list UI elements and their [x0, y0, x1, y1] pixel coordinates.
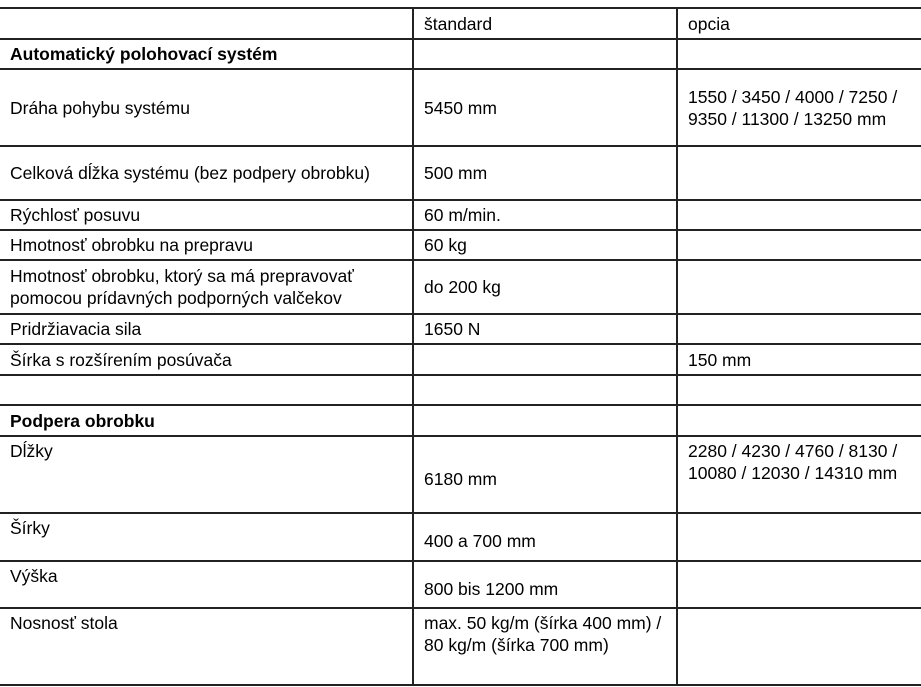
section-header-row: Podpera obrobku [0, 404, 921, 437]
option-value: 2280 / 4230 / 4760 / 8130 / 10080 / 1203… [677, 435, 921, 514]
spec-table: štandard opcia Automatický polohovací sy… [0, 7, 921, 686]
standard-value: 60 m/min. [413, 199, 678, 231]
standard-value [413, 38, 678, 70]
standard-value: 400 a 700 mm [413, 512, 678, 562]
option-value [677, 313, 921, 345]
table-row: Pridržiavacia sila 1650 N [0, 313, 921, 345]
row-label: Celková dĺžka systému (bez podpery obrob… [0, 145, 414, 201]
row-label: Dráha pohybu systému [0, 68, 414, 147]
row-label: Hmotnosť obrobku na prepravu [0, 229, 414, 261]
row-label [0, 374, 414, 406]
option-value [677, 512, 921, 562]
option-value: 1550 / 3450 / 4000 / 7250 / 9350 / 11300… [677, 68, 921, 147]
table-row: Rýchlosť posuvu 60 m/min. [0, 199, 921, 231]
table-row: Hmotnosť obrobku na prepravu 60 kg [0, 229, 921, 261]
row-label: Šírky [0, 512, 414, 562]
standard-value [413, 374, 678, 406]
table-row: Celková dĺžka systému (bez podpery obrob… [0, 145, 921, 201]
header-option: opcia [677, 7, 921, 40]
standard-value: do 200 kg [413, 259, 678, 315]
standard-value: 60 kg [413, 229, 678, 261]
header-cell-empty [0, 7, 414, 40]
table-row: Hmotnosť obrobku, ktorý sa má prepravova… [0, 259, 921, 315]
table-row: Šírky 400 a 700 mm [0, 512, 921, 562]
header-standard: štandard [413, 7, 678, 40]
standard-value: max. 50 kg/m (šírka 400 mm) / 80 kg/m (š… [413, 607, 678, 686]
section-title: Automatický polohovací systém [10, 44, 278, 64]
section-title: Podpera obrobku [10, 410, 155, 431]
standard-value [413, 343, 678, 376]
row-label: Pridržiavacia sila [0, 313, 414, 345]
row-label: Nosnosť stola [0, 607, 414, 686]
option-value [677, 259, 921, 315]
option-value [677, 229, 921, 261]
table-row: Šírka s rozšírením posúvača 150 mm [0, 343, 921, 376]
row-label: Hmotnosť obrobku, ktorý sa má prepravova… [0, 259, 414, 315]
option-value [677, 374, 921, 406]
option-value [677, 560, 921, 609]
table-row: Výška 800 bis 1200 mm [0, 560, 921, 609]
section-header-row: Automatický polohovací systém [0, 38, 921, 70]
header-row: štandard opcia [0, 7, 921, 40]
standard-value [413, 404, 678, 437]
option-value [677, 607, 921, 686]
row-label: Výška [0, 560, 414, 609]
row-label: Podpera obrobku [0, 404, 414, 437]
option-value [677, 404, 921, 437]
table-row [0, 374, 921, 406]
row-label: Automatický polohovací systém [0, 38, 414, 70]
standard-value: 5450 mm [413, 68, 678, 147]
option-value: 150 mm [677, 343, 921, 376]
row-label: Šírka s rozšírením posúvača [0, 343, 414, 376]
table-row: Dĺžky 6180 mm 2280 / 4230 / 4760 / 8130 / … [0, 435, 921, 514]
row-label: Dĺžky [0, 435, 414, 514]
standard-value: 800 bis 1200 mm [413, 560, 678, 609]
option-value [677, 145, 921, 201]
option-value [677, 38, 921, 70]
standard-value: 500 mm [413, 145, 678, 201]
table-row: Dráha pohybu systému 5450 mm 1550 / 3450 /… [0, 68, 921, 147]
option-value [677, 199, 921, 231]
standard-value: 6180 mm [413, 435, 678, 514]
row-label: Rýchlosť posuvu [0, 199, 414, 231]
standard-value: 1650 N [413, 313, 678, 345]
table-row: Nosnosť stola max. 50 kg/m (šírka 400 mm)… [0, 607, 921, 686]
